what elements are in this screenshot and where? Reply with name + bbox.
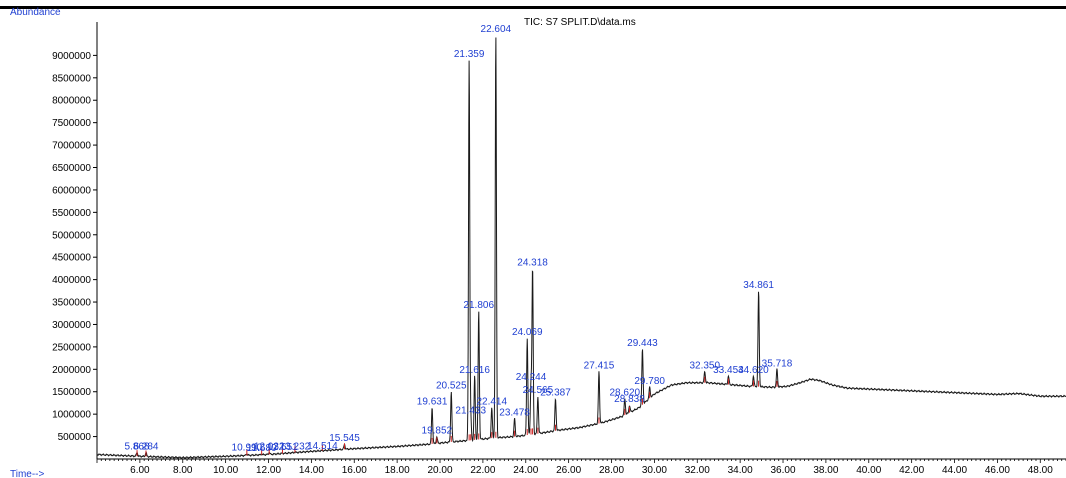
- peak-label: 27.415: [584, 361, 615, 372]
- x-tick-label: 22.00: [470, 465, 495, 476]
- x-tick-label: 34.00: [728, 465, 753, 476]
- x-tick-label: 46.00: [985, 465, 1010, 476]
- y-tick-label: 6000000: [52, 185, 91, 196]
- peak-label: 33.454: [713, 365, 744, 376]
- x-axis-label: Time-->: [10, 469, 45, 478]
- x-tick-label: 14.00: [299, 465, 324, 476]
- y-tick-label: 2000000: [52, 365, 91, 376]
- peak-label: 5.868: [125, 441, 150, 452]
- y-tick-label: 7000000: [52, 141, 91, 152]
- peak-label: 28.620: [610, 387, 641, 398]
- peak-label: 19.631: [417, 396, 448, 407]
- peak-label: 12.032: [254, 441, 285, 452]
- y-tick-label: 6500000: [52, 163, 91, 174]
- peak-label: 21.616: [459, 365, 490, 376]
- x-tick-label: 40.00: [856, 465, 881, 476]
- y-tick-label: 5500000: [52, 208, 91, 219]
- tic-signal-line: [96, 37, 1066, 460]
- peak-label: 22.604: [481, 24, 512, 35]
- y-axis-label: Abundance: [10, 7, 61, 18]
- peak-label: 32.350: [689, 361, 720, 372]
- peak-label: 21.806: [463, 300, 494, 311]
- peak-label: 28.838: [614, 394, 645, 405]
- peak-label: 14.514: [307, 441, 338, 452]
- peak-label: 19.852: [422, 426, 453, 437]
- y-tick-label: 7500000: [52, 118, 91, 129]
- peak-label: 21.359: [454, 49, 485, 60]
- top-border: [0, 6, 1066, 9]
- peak-label: 21.433: [455, 405, 486, 416]
- y-tick-label: 1500000: [52, 387, 91, 398]
- chart-title: TIC: S7 SPLIT.D\data.ms: [524, 17, 636, 28]
- x-tick-label: 12.00: [256, 465, 281, 476]
- y-tick-label: 4000000: [52, 275, 91, 286]
- y-tick-label: 500000: [58, 432, 92, 443]
- x-tick-label: 36.00: [771, 465, 796, 476]
- peak-label: 34.620: [738, 365, 769, 376]
- y-tick-label: 3500000: [52, 298, 91, 309]
- x-tick-label: 44.00: [942, 465, 967, 476]
- peak-label: 24.565: [523, 385, 554, 396]
- y-tick-label: 1000000: [52, 410, 91, 421]
- x-tick-label: 48.00: [1028, 465, 1053, 476]
- x-tick-label: 18.00: [385, 465, 410, 476]
- x-tick-label: 8.00: [173, 465, 193, 476]
- peak-label: 23.478: [499, 408, 530, 419]
- y-tick-label: 8500000: [52, 73, 91, 84]
- x-tick-label: 16.00: [342, 465, 367, 476]
- peak-label: 10.990: [232, 443, 263, 454]
- x-tick-label: 26.00: [556, 465, 581, 476]
- peak-label: 34.861: [743, 280, 774, 291]
- y-tick-label: 8000000: [52, 96, 91, 107]
- x-tick-label: 38.00: [813, 465, 838, 476]
- peak-label: 20.525: [436, 381, 467, 392]
- x-tick-label: 20.00: [427, 465, 452, 476]
- x-tick-label: 10.00: [213, 465, 238, 476]
- peak-label: 35.718: [762, 358, 793, 369]
- x-tick-label: 32.00: [685, 465, 710, 476]
- peak-label: 24.069: [512, 327, 543, 338]
- y-tick-label: 9000000: [52, 51, 91, 62]
- x-tick-label: 28.00: [599, 465, 624, 476]
- peak-label: 24.318: [517, 257, 548, 268]
- peak-label: 12.651: [267, 442, 298, 453]
- peak-label: 22.414: [476, 396, 507, 407]
- y-tick-label: 3000000: [52, 320, 91, 331]
- y-tick-label: 2500000: [52, 342, 91, 353]
- peak-label: 24.244: [516, 372, 547, 383]
- x-tick-label: 24.00: [513, 465, 538, 476]
- peak-label: 11.680: [247, 443, 277, 454]
- peak-label: 13.232: [280, 441, 311, 452]
- peak-label: 29.780: [634, 376, 665, 387]
- y-tick-label: 4500000: [52, 253, 91, 264]
- x-tick-label: 6.00: [130, 465, 150, 476]
- peak-label: 15.545: [329, 433, 360, 444]
- peak-label: 25.387: [540, 387, 571, 398]
- y-tick-label: 5000000: [52, 230, 91, 241]
- peak-label: 29.443: [627, 338, 658, 349]
- x-tick-label: 42.00: [899, 465, 924, 476]
- peak-label: 6.284: [133, 441, 158, 452]
- x-tick-label: 30.00: [642, 465, 667, 476]
